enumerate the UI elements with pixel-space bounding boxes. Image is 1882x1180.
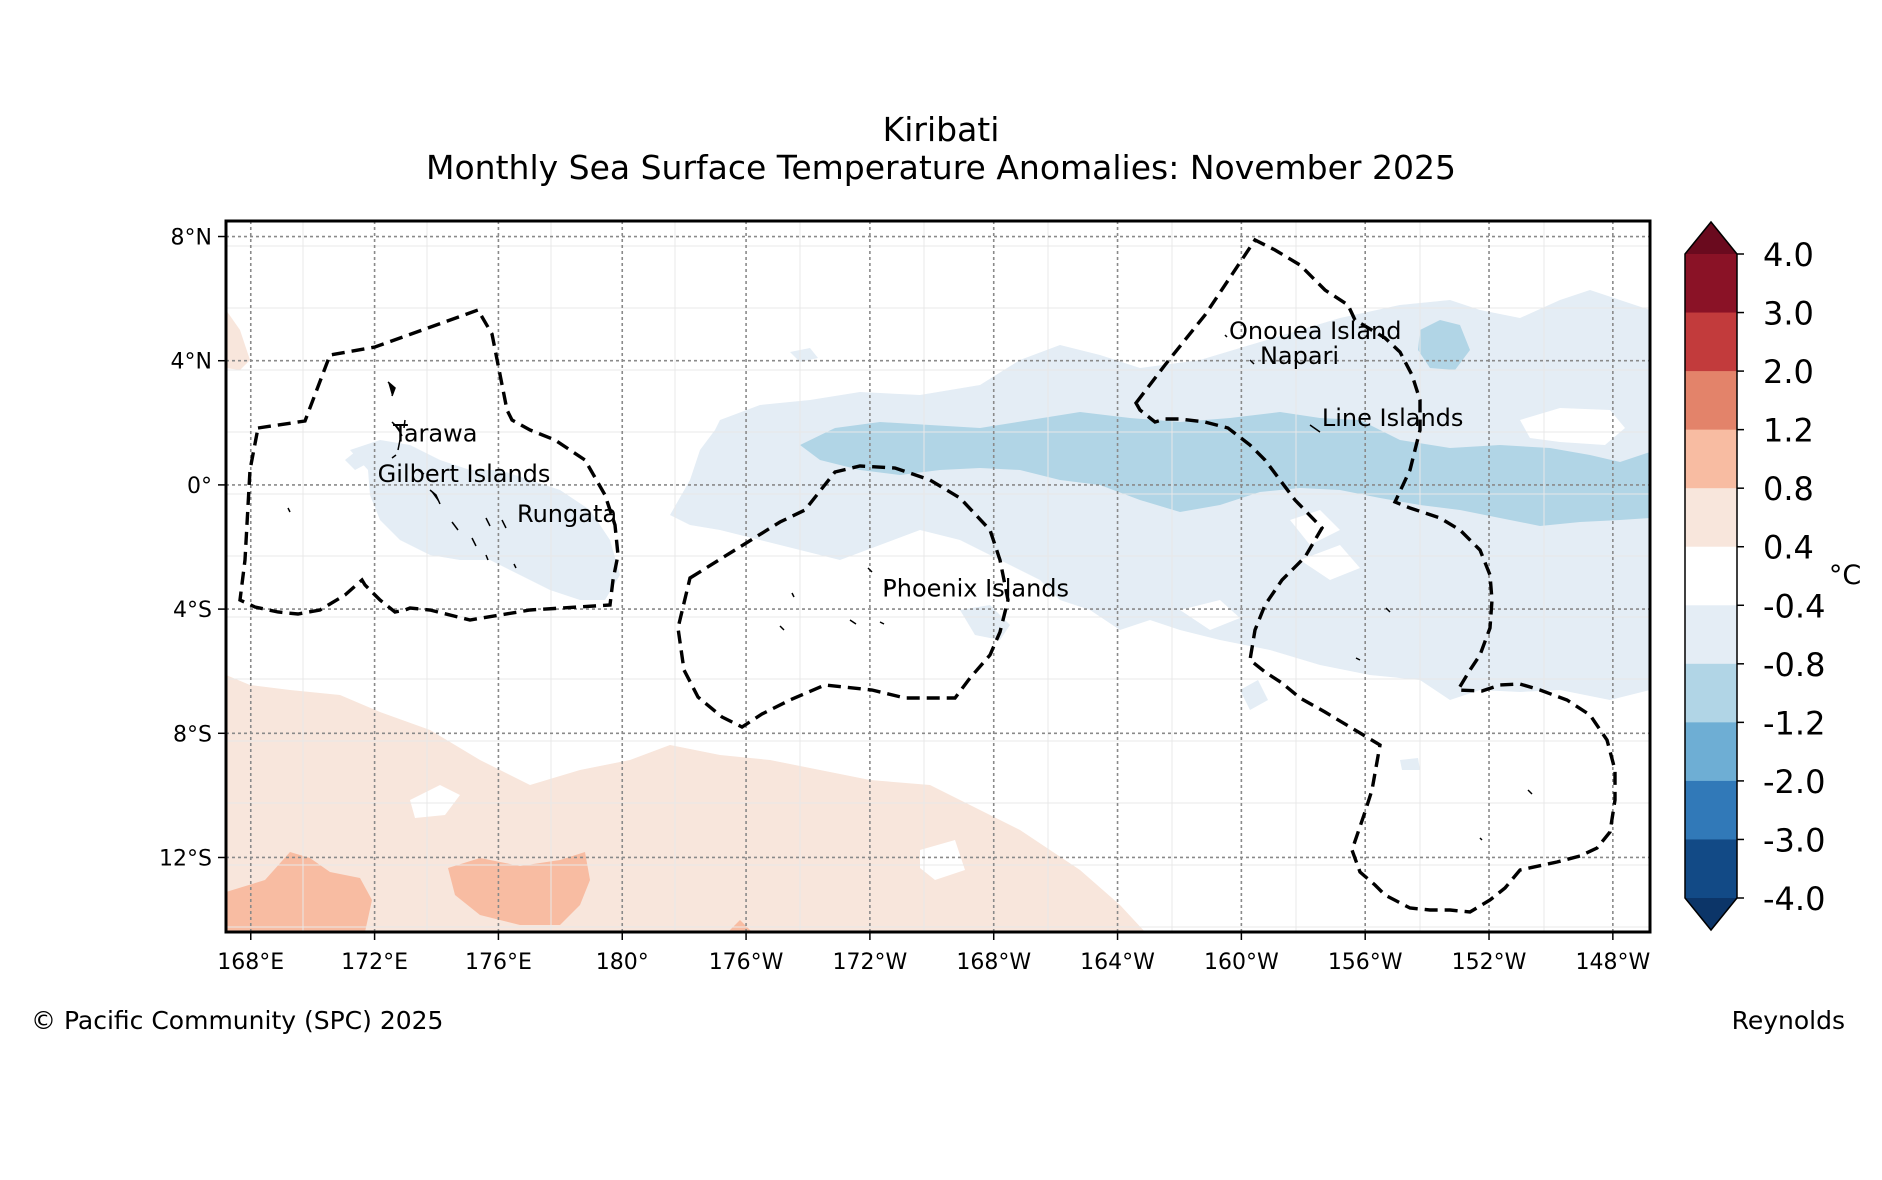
colorbar-over-extension <box>1685 222 1737 254</box>
lon-tick-label: 168°W <box>956 950 1031 975</box>
lat-tick-label: 4°S <box>173 598 212 623</box>
anomaly-band-0.8-1.2-cool <box>800 412 1650 526</box>
colorbar <box>1684 220 1744 932</box>
lon-tick-label: 172°W <box>833 950 908 975</box>
colorbar-bin <box>1685 780 1737 840</box>
lon-tick-label: 176°W <box>709 950 784 975</box>
lon-tick-label: 176°E <box>465 950 532 975</box>
plot-frame <box>224 219 1652 934</box>
colorbar-tick-label: 0.8 <box>1763 470 1814 508</box>
anomaly-band-0.4-0.8 <box>226 310 250 370</box>
place-label: Gilbert Islands <box>378 460 551 488</box>
colorbar-under-extension <box>1685 898 1737 930</box>
place-label: Line Islands <box>1322 404 1464 432</box>
map-subtitle: Monthly Sea Surface Temperature Anomalie… <box>426 148 1456 187</box>
lat-tick-label: 8°N <box>171 226 212 251</box>
colorbar-bin <box>1685 663 1737 723</box>
colorbar-tick-label: -4.0 <box>1763 880 1825 918</box>
map-title: Kiribati <box>882 110 1000 149</box>
colorbar-bin <box>1685 371 1737 431</box>
colorbar-bin <box>1685 254 1737 314</box>
lon-tick-label: 168°E <box>217 950 284 975</box>
colorbar-tick-label: -0.4 <box>1763 587 1825 625</box>
anomaly-band-0.4-0.8-cool <box>1240 680 1268 710</box>
colorbar-tick-label: 1.2 <box>1763 412 1814 450</box>
place-label: Onouea Island <box>1229 317 1402 345</box>
colorbar-bin <box>1685 722 1737 782</box>
anomaly-band-neutral <box>410 785 460 818</box>
colorbar-tick-labels: 4.0 3.0 2.0 1.2 0.8 0.4 -0.4 -0.8 -1.2 -2.0 -3.0 -4… <box>1763 236 1825 918</box>
place-label: Rungata <box>517 500 617 528</box>
longitude-tick-labels: 168°E 172°E 176°E 180° 176°W 172°W 168°W 164°W 1… <box>217 950 1650 975</box>
colorbar-tick-label: -3.0 <box>1763 821 1825 859</box>
colorbar-bin <box>1685 839 1737 899</box>
tarawa-atoll <box>387 381 406 459</box>
graticule <box>226 221 1650 932</box>
place-label: Tarawa <box>392 419 477 447</box>
latitude-tick-labels: 8°N 4°N 0° 4°S 8°S 12°S <box>159 226 212 872</box>
anomaly-band-neutral <box>1290 510 1340 545</box>
colorbar-unit-label: °C <box>1829 560 1861 591</box>
anomaly-band-0.4-0.8-cool <box>345 448 370 470</box>
anomaly-band-0.8-1.2 <box>226 852 372 932</box>
colorbar-tick-label: 3.0 <box>1763 295 1814 333</box>
colorbar-bin <box>1685 312 1737 372</box>
lat-tick-label: 4°N <box>171 350 212 375</box>
colorbar-tick-label: -0.8 <box>1763 646 1825 684</box>
lon-tick-label: 160°W <box>1204 950 1279 975</box>
gilbert-atolls <box>287 469 517 569</box>
islands <box>287 334 1533 841</box>
anomaly-band-0.4-0.8-cool <box>350 440 620 600</box>
colorbar-tick-label: -1.2 <box>1763 704 1825 742</box>
phoenix-islands-eez-boundary <box>676 464 1010 729</box>
anomaly-band-0.8-1.2 <box>448 852 590 925</box>
anomaly-band-neutral <box>920 840 965 880</box>
colorbar-bin <box>1685 429 1737 489</box>
colorbar-tick-label: 4.0 <box>1763 236 1814 274</box>
colorbar-bin <box>1685 488 1737 548</box>
lon-tick-label: 164°W <box>1080 950 1155 975</box>
place-labels: Tarawa Gilbert Islands Rungata Phoenix Isla… <box>378 317 1464 603</box>
colorbar-bin <box>1685 546 1737 606</box>
lat-tick-label: 0° <box>187 474 212 499</box>
anomaly-band-neutral <box>1300 545 1360 580</box>
line-islands-eez-boundary <box>1133 237 1617 914</box>
lon-tick-label: 180° <box>596 950 649 975</box>
line-atolls <box>1224 334 1533 841</box>
anomaly-field <box>226 290 1650 932</box>
lat-tick-label: 12°S <box>159 846 212 871</box>
phoenix-atolls <box>779 567 889 631</box>
lat-tick-label: 8°S <box>173 722 212 747</box>
anomaly-band-0.8-1.2-cool <box>1418 320 1470 370</box>
lon-tick-label: 148°W <box>1575 950 1650 975</box>
anomaly-band-0.4-0.8-cool <box>960 605 1010 640</box>
lon-tick-label: 156°W <box>1328 950 1403 975</box>
anomaly-band-0.4-0.8-cool <box>790 348 818 362</box>
lon-tick-label: 152°W <box>1452 950 1527 975</box>
colorbar-tick-label: -2.0 <box>1763 763 1825 801</box>
lon-tick-label: 172°E <box>341 950 408 975</box>
anomaly-band-neutral <box>1520 408 1625 445</box>
anomaly-band-0.4-0.8-cool <box>1400 758 1420 770</box>
colorbar-bin <box>1685 605 1737 665</box>
colorbar-tick-label: 2.0 <box>1763 353 1814 391</box>
colorbar-tick-label: 0.4 <box>1763 529 1814 567</box>
copyright-credit: © Pacific Community (SPC) 2025 <box>31 1006 444 1035</box>
axis-ticks <box>218 235 1614 940</box>
place-label: Phoenix Islands <box>882 575 1069 603</box>
data-source-label: Reynolds <box>1731 1006 1845 1035</box>
anomaly-band-neutral <box>1180 600 1240 630</box>
eez-boundaries <box>238 237 1617 914</box>
place-label: Napari <box>1260 342 1339 370</box>
